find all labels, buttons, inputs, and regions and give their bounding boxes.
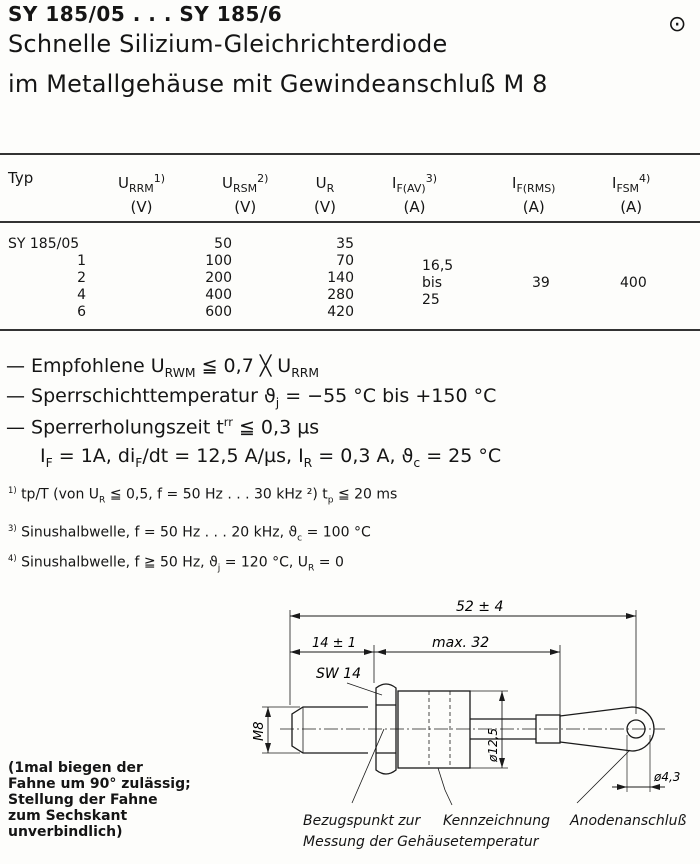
- ur-cell: 35: [336, 236, 354, 252]
- column-header: IFSM4) (A): [612, 172, 651, 216]
- footnote: 1) tp/T (von UR ≦ 0,5, f = 50 Hz . . . 3…: [8, 485, 398, 506]
- column-header: Typ: [8, 169, 34, 187]
- dim-max-label: max. 32: [432, 635, 489, 651]
- marking-label: Kennzeichnung: [443, 813, 550, 829]
- page-title: SY 185/05 . . . SY 185/6: [8, 2, 283, 26]
- if-av-value-2: bis: [422, 275, 443, 291]
- type-cell: 4: [77, 287, 86, 303]
- spec-item: — Sperrschichttemperatur ϑj = −55 °C bis…: [6, 385, 497, 410]
- thread-stud: [291, 706, 368, 754]
- urrm-cell: 50: [214, 236, 232, 252]
- table-top-rule: [0, 153, 700, 155]
- corner-symbol: ⊙: [668, 12, 687, 37]
- dimension-arrows: [265, 613, 660, 790]
- type-cell: 6: [77, 304, 86, 320]
- dim-thread-label: 14 ± 1: [312, 636, 356, 651]
- body-diameter-label: ø12,5: [486, 728, 500, 763]
- bending-note: (1mal biegen der Fahne um 90° zulässig; …: [8, 760, 191, 840]
- type-cell: 1: [77, 253, 86, 269]
- ur-cell: 140: [327, 270, 354, 286]
- crimp-sleeve: [535, 714, 561, 744]
- anode-lug: [559, 706, 655, 752]
- urrm-cell: 400: [205, 287, 232, 303]
- if-av-value-3: 25: [422, 292, 440, 308]
- column-header: IF(RMS) (A): [512, 174, 556, 216]
- footnote: 4) Sinushalbwelle, f ≧ 50 Hz, ϑj = 120 °…: [8, 553, 344, 574]
- column-header: IF(AV)3) (A): [392, 172, 437, 216]
- wrench-size-label: SW 14: [316, 666, 361, 682]
- ur-cell: 420: [327, 304, 354, 320]
- if-rms-value: 39: [532, 275, 550, 291]
- column-header: URRM1) (V): [118, 172, 166, 216]
- reference-point-label-2: Messung der Gehäusetemperatur: [303, 834, 539, 850]
- ur-cell: 280: [327, 287, 354, 303]
- lug-hole: [626, 719, 646, 739]
- diode-body: [397, 690, 471, 769]
- spec-item: — Empfohlene URWM ≦ 0,7 ╳ URRM: [6, 355, 320, 380]
- table-header-rule: [0, 221, 700, 223]
- ur-cell: 70: [336, 253, 354, 269]
- urrm-cell: 100: [205, 253, 232, 269]
- spec-item: IF = 1A, diF/dt = 12,5 A/µs, IR = 0,3 A,…: [40, 445, 502, 470]
- hole-diameter-label: ø4,3: [653, 770, 680, 784]
- table-bottom-rule: [0, 329, 700, 331]
- reference-point-label: Bezugspunkt zur: [303, 813, 421, 829]
- column-header: UR (V): [314, 174, 336, 216]
- subtitle-line-1: Schnelle Silizium-Gleichrichterdiode: [8, 30, 448, 58]
- urrm-cell: 200: [205, 270, 232, 286]
- if-av-value-1: 16,5: [422, 258, 454, 274]
- subtitle-line-2: im Metallgehäuse mit Gewindeanschluß M 8: [8, 70, 548, 98]
- urrm-cell: 600: [205, 304, 232, 320]
- spec-item: — Sperrerholungszeit trr ≦ 0,3 µs: [6, 415, 320, 439]
- type-cell: SY 185/05: [8, 236, 80, 252]
- anode-terminal-label: Anodenanschluß: [570, 813, 687, 829]
- type-cell: 2: [77, 270, 86, 286]
- hex-nut: [375, 683, 397, 775]
- ifsm-value: 400: [620, 275, 647, 291]
- footnote: 3) Sinushalbwelle, f = 50 Hz . . . 20 kH…: [8, 523, 371, 544]
- dim-total-label: 52 ± 4: [456, 599, 503, 615]
- thread-size-label: M8: [252, 722, 267, 742]
- column-header: URSM2) (V): [222, 172, 269, 216]
